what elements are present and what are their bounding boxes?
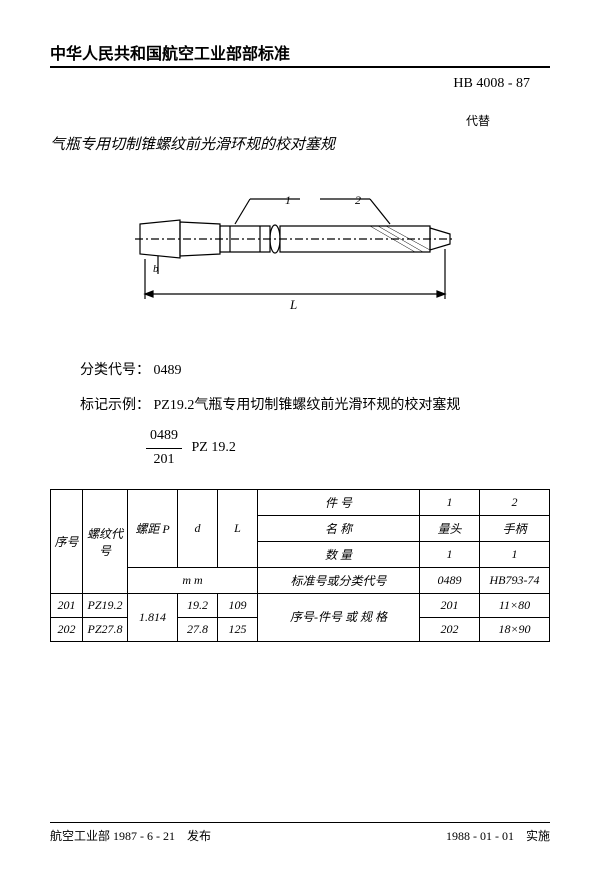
footer-right: 1988 - 01 - 01 实施 [446,827,550,844]
org-title: 中华人民共和国航空工业部部标准 [50,40,550,68]
marking-label: 标记示例： [80,398,150,413]
hdr-q2: 1 [480,542,550,568]
classification-code: 分类代号： 0489 [80,359,550,379]
marking-text: PZ19.2气瓶专用切制锥螺纹前光滑环规的校对塞规 [154,398,461,413]
pitch-val: 1.814 [128,594,178,642]
hdr-q1: 1 [420,542,480,568]
callout-2: 2 [355,193,361,207]
table-row: 序号 螺纹代号 螺距 P d L 件 号 1 2 [51,490,550,516]
marking-fraction-row: 0489 201 PZ 19.2 [140,425,550,471]
hdr-seq: 序号 [51,490,83,594]
standard-code: HB 4008 - 87 [50,76,550,92]
hdr-l: L [218,490,258,568]
r1-seq: 201 [51,594,83,618]
table-row: 201 PZ19.2 1.814 19.2 109 序号-件号 或 规 格 20… [51,594,550,618]
marking-example: 标记示例： PZ19.2气瓶专用切制锥螺纹前光滑环规的校对塞规 [80,395,550,417]
marking-fraction: 0489 201 [146,425,182,471]
r2-c1: 202 [420,618,480,642]
technical-drawing: 1 2 b L [50,184,550,339]
dim-l: L [289,297,297,312]
replace-label: 代替 [50,112,550,129]
dim-b: b [153,263,159,275]
fraction-num: 0489 [146,425,182,448]
footer-left: 航空工业部 1987 - 6 - 21 发布 [50,827,211,844]
hdr-d: d [178,490,218,568]
hdr-std: 标准号或分类代号 [258,568,420,594]
document-title: 气瓶专用切制锥螺纹前光滑环规的校对塞规 [50,133,550,154]
fraction-den: 201 [146,449,182,471]
marking-suffix: PZ 19.2 [192,441,236,456]
class-code-label: 分类代号： [80,363,150,378]
r1-c2: 11×80 [480,594,550,618]
r1-l: 109 [218,594,258,618]
hdr-std1: 0489 [420,568,480,594]
hdr-col1: 1 [420,490,480,516]
hdr-thread: 螺纹代号 [83,490,128,594]
r1-d: 19.2 [178,594,218,618]
hdr-qty: 数 量 [258,542,420,568]
r2-d: 27.8 [178,618,218,642]
r2-l: 125 [218,618,258,642]
callout-1: 1 [285,193,291,207]
mid-label: 序号-件号 或 规 格 [258,594,420,642]
r1-c1: 201 [420,594,480,618]
hdr-partno: 件 号 [258,490,420,516]
r2-thread: PZ27.8 [83,618,128,642]
hdr-name: 名 称 [258,516,420,542]
hdr-handle: 手柄 [480,516,550,542]
r2-seq: 202 [51,618,83,642]
footer: 航空工业部 1987 - 6 - 21 发布 1988 - 01 - 01 实施 [50,822,550,844]
spec-table: 序号 螺纹代号 螺距 P d L 件 号 1 2 名 称 量头 手柄 数 量 1… [50,489,550,642]
class-code-value: 0489 [154,363,182,378]
hdr-pitch: 螺距 P [128,490,178,568]
hdr-head: 量头 [420,516,480,542]
r1-thread: PZ19.2 [83,594,128,618]
r2-c2: 18×90 [480,618,550,642]
hdr-mm: m m [128,568,258,594]
hdr-std2: HB793-74 [480,568,550,594]
hdr-col2: 2 [480,490,550,516]
